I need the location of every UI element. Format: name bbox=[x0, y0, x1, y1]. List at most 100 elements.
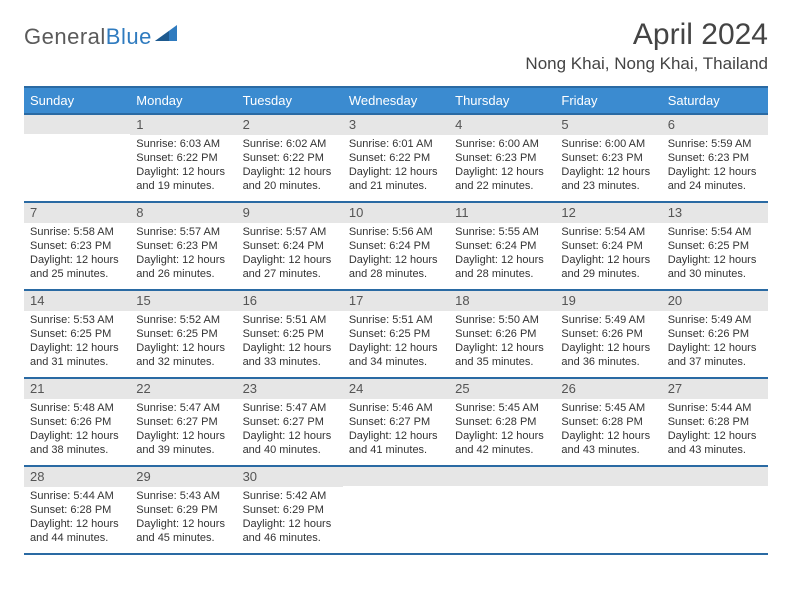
sunrise-line: Sunrise: 5:49 AM bbox=[561, 314, 655, 328]
calendar-day-cell: 21Sunrise: 5:48 AMSunset: 6:26 PMDayligh… bbox=[24, 378, 130, 466]
calendar-day-cell: 9Sunrise: 5:57 AMSunset: 6:24 PMDaylight… bbox=[237, 202, 343, 290]
day-info: Sunrise: 5:54 AMSunset: 6:24 PMDaylight:… bbox=[555, 223, 661, 285]
day-number: 14 bbox=[24, 291, 130, 311]
day-info: Sunrise: 6:00 AMSunset: 6:23 PMDaylight:… bbox=[449, 135, 555, 197]
day-number: 7 bbox=[24, 203, 130, 223]
daylight-line: Daylight: 12 hours and 42 minutes. bbox=[455, 430, 549, 458]
daylight-line: Daylight: 12 hours and 36 minutes. bbox=[561, 342, 655, 370]
sunset-line: Sunset: 6:26 PM bbox=[455, 328, 549, 342]
daylight-line: Daylight: 12 hours and 38 minutes. bbox=[30, 430, 124, 458]
daylight-line: Daylight: 12 hours and 40 minutes. bbox=[243, 430, 337, 458]
sunrise-line: Sunrise: 5:44 AM bbox=[30, 490, 124, 504]
daylight-line: Daylight: 12 hours and 30 minutes. bbox=[668, 254, 762, 282]
daylight-line: Daylight: 12 hours and 23 minutes. bbox=[561, 166, 655, 194]
day-number: 17 bbox=[343, 291, 449, 311]
logo-text-blue: Blue bbox=[106, 24, 152, 50]
calendar-day-cell: 29Sunrise: 5:43 AMSunset: 6:29 PMDayligh… bbox=[130, 466, 236, 554]
sunset-line: Sunset: 6:25 PM bbox=[668, 240, 762, 254]
daylight-line: Daylight: 12 hours and 32 minutes. bbox=[136, 342, 230, 370]
calendar-day-cell: 18Sunrise: 5:50 AMSunset: 6:26 PMDayligh… bbox=[449, 290, 555, 378]
daylight-line: Daylight: 12 hours and 33 minutes. bbox=[243, 342, 337, 370]
calendar-week-row: 7Sunrise: 5:58 AMSunset: 6:23 PMDaylight… bbox=[24, 202, 768, 290]
sunrise-line: Sunrise: 5:50 AM bbox=[455, 314, 549, 328]
calendar-day-cell: 19 Sunrise: 5:49 AMSunset: 6:26 PMDayligh… bbox=[555, 290, 661, 378]
day-info: Sunrise: 5:47 AMSunset: 6:27 PMDaylight:… bbox=[237, 399, 343, 461]
day-info: Sunrise: 5:58 AMSunset: 6:23 PMDaylight:… bbox=[24, 223, 130, 285]
calendar-day-cell: 11Sunrise: 5:55 AMSunset: 6:24 PMDayligh… bbox=[449, 202, 555, 290]
day-number: 19 bbox=[555, 291, 661, 311]
day-info: Sunrise: 5:47 AMSunset: 6:27 PMDaylight:… bbox=[130, 399, 236, 461]
sunrise-line: Sunrise: 5:48 AM bbox=[30, 402, 124, 416]
calendar-day-cell bbox=[555, 466, 661, 554]
calendar-day-cell: 4Sunrise: 6:00 AMSunset: 6:23 PMDaylight… bbox=[449, 114, 555, 202]
sunrise-line: Sunrise: 5:53 AM bbox=[30, 314, 124, 328]
logo-text-general: General bbox=[24, 24, 106, 50]
sunrise-line: Sunrise: 5:54 AM bbox=[668, 226, 762, 240]
calendar-day-cell: 15Sunrise: 5:52 AMSunset: 6:25 PMDayligh… bbox=[130, 290, 236, 378]
location: Nong Khai, Nong Khai, Thailand bbox=[525, 54, 768, 74]
sunrise-line: Sunrise: 6:02 AM bbox=[243, 138, 337, 152]
sunrise-line: Sunrise: 5:47 AM bbox=[136, 402, 230, 416]
daylight-line: Daylight: 12 hours and 25 minutes. bbox=[30, 254, 124, 282]
sunrise-line: Sunrise: 5:54 AM bbox=[561, 226, 655, 240]
day-info: Sunrise: 5:52 AMSunset: 6:25 PMDaylight:… bbox=[130, 311, 236, 373]
day-number: 25 bbox=[449, 379, 555, 399]
day-number: 30 bbox=[237, 467, 343, 487]
day-info: Sunrise: 5:50 AMSunset: 6:26 PMDaylight:… bbox=[449, 311, 555, 373]
day-number-bar bbox=[449, 467, 555, 486]
day-number: 29 bbox=[130, 467, 236, 487]
day-info: Sunrise: 5:45 AMSunset: 6:28 PMDaylight:… bbox=[555, 399, 661, 461]
weekday-header: Monday bbox=[130, 87, 236, 114]
daylight-line: Daylight: 12 hours and 44 minutes. bbox=[30, 518, 124, 546]
sunset-line: Sunset: 6:24 PM bbox=[455, 240, 549, 254]
day-info: Sunrise: 5:59 AMSunset: 6:23 PMDaylight:… bbox=[662, 135, 768, 197]
calendar-week-row: 28Sunrise: 5:44 AMSunset: 6:28 PMDayligh… bbox=[24, 466, 768, 554]
sunrise-line: Sunrise: 5:45 AM bbox=[561, 402, 655, 416]
sunset-line: Sunset: 6:29 PM bbox=[136, 504, 230, 518]
day-info: Sunrise: 5:44 AMSunset: 6:28 PMDaylight:… bbox=[662, 399, 768, 461]
logo: GeneralBlue bbox=[24, 24, 177, 50]
calendar-day-cell: 6Sunrise: 5:59 AMSunset: 6:23 PMDaylight… bbox=[662, 114, 768, 202]
sunset-line: Sunset: 6:28 PM bbox=[30, 504, 124, 518]
daylight-line: Daylight: 12 hours and 31 minutes. bbox=[30, 342, 124, 370]
day-number: 18 bbox=[449, 291, 555, 311]
day-number: 4 bbox=[449, 115, 555, 135]
calendar-body: 1Sunrise: 6:03 AMSunset: 6:22 PMDaylight… bbox=[24, 114, 768, 554]
sunset-line: Sunset: 6:24 PM bbox=[349, 240, 443, 254]
day-number-bar bbox=[555, 467, 661, 486]
day-info: Sunrise: 6:00 AMSunset: 6:23 PMDaylight:… bbox=[555, 135, 661, 197]
sunset-line: Sunset: 6:24 PM bbox=[561, 240, 655, 254]
sunset-line: Sunset: 6:26 PM bbox=[561, 328, 655, 342]
daylight-line: Daylight: 12 hours and 37 minutes. bbox=[668, 342, 762, 370]
day-info: Sunrise: 5:51 AMSunset: 6:25 PMDaylight:… bbox=[237, 311, 343, 373]
weekday-header: Sunday bbox=[24, 87, 130, 114]
calendar-week-row: 14Sunrise: 5:53 AMSunset: 6:25 PMDayligh… bbox=[24, 290, 768, 378]
daylight-line: Daylight: 12 hours and 22 minutes. bbox=[455, 166, 549, 194]
sunset-line: Sunset: 6:27 PM bbox=[243, 416, 337, 430]
daylight-line: Daylight: 12 hours and 45 minutes. bbox=[136, 518, 230, 546]
sunrise-line: Sunrise: 5:57 AM bbox=[243, 226, 337, 240]
day-info: Sunrise: 5:51 AMSunset: 6:25 PMDaylight:… bbox=[343, 311, 449, 373]
day-info: Sunrise: 6:02 AMSunset: 6:22 PMDaylight:… bbox=[237, 135, 343, 197]
calendar-day-cell: 14Sunrise: 5:53 AMSunset: 6:25 PMDayligh… bbox=[24, 290, 130, 378]
day-number: 23 bbox=[237, 379, 343, 399]
sunset-line: Sunset: 6:22 PM bbox=[243, 152, 337, 166]
sunset-line: Sunset: 6:28 PM bbox=[561, 416, 655, 430]
day-info: Sunrise: 6:03 AMSunset: 6:22 PMDaylight:… bbox=[130, 135, 236, 197]
sunset-line: Sunset: 6:23 PM bbox=[136, 240, 230, 254]
day-info: Sunrise: 5:57 AMSunset: 6:24 PMDaylight:… bbox=[237, 223, 343, 285]
daylight-line: Daylight: 12 hours and 24 minutes. bbox=[668, 166, 762, 194]
calendar-day-cell: 3Sunrise: 6:01 AMSunset: 6:22 PMDaylight… bbox=[343, 114, 449, 202]
calendar-day-cell: 8Sunrise: 5:57 AMSunset: 6:23 PMDaylight… bbox=[130, 202, 236, 290]
day-number: 21 bbox=[24, 379, 130, 399]
day-number: 2 bbox=[237, 115, 343, 135]
sunrise-line: Sunrise: 5:59 AM bbox=[668, 138, 762, 152]
sunrise-line: Sunrise: 5:45 AM bbox=[455, 402, 549, 416]
daylight-line: Daylight: 12 hours and 43 minutes. bbox=[668, 430, 762, 458]
weekday-header: Tuesday bbox=[237, 87, 343, 114]
sunrise-line: Sunrise: 5:52 AM bbox=[136, 314, 230, 328]
day-number: 3 bbox=[343, 115, 449, 135]
daylight-line: Daylight: 12 hours and 28 minutes. bbox=[455, 254, 549, 282]
calendar-day-cell: 25Sunrise: 5:45 AMSunset: 6:28 PMDayligh… bbox=[449, 378, 555, 466]
sunset-line: Sunset: 6:24 PM bbox=[243, 240, 337, 254]
